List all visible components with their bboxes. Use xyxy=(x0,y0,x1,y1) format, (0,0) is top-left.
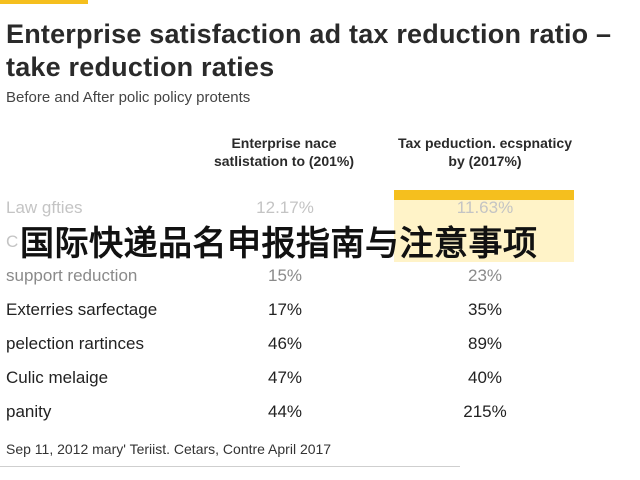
overlay-caption: 国际快递品名申报指南与注意事项 xyxy=(20,224,538,264)
row-label: panity xyxy=(6,402,52,421)
row-value-after: 11.63% xyxy=(456,198,514,217)
column-header-after: Tax peduction. ecspnaticy by (2017%) xyxy=(397,135,572,169)
row-value-before: 12.17% xyxy=(256,198,314,217)
row-value-after: 23% xyxy=(467,266,503,285)
column-accent-bar xyxy=(394,190,574,200)
row-value-before: 17% xyxy=(267,300,303,319)
table-row: Culic melaige 47% 40% xyxy=(0,361,640,395)
source-note: Sep 11, 2012 mary' Teriist. Cetars, Cont… xyxy=(6,441,332,457)
table-row: Exterries sarfectage 17% 35% xyxy=(0,293,640,327)
top-accent-bar xyxy=(0,0,88,4)
row-label: support reduction xyxy=(6,266,138,285)
row-value-after: 215% xyxy=(463,402,507,421)
row-value-before: 15% xyxy=(267,266,303,285)
row-value-after: 40% xyxy=(467,368,503,387)
table-row: panity 44% 215% xyxy=(0,395,640,429)
row-value-before: 47% xyxy=(267,368,303,387)
table-row: Law gfties 12.17% 11.63% xyxy=(0,191,640,225)
table-row: C xyxy=(0,225,640,259)
row-label: Law gfties xyxy=(6,198,83,217)
row-label: Exterries sarfectage xyxy=(6,300,158,319)
row-value-before: 46% xyxy=(267,334,303,353)
bottom-divider xyxy=(0,466,460,467)
column-highlight xyxy=(394,200,574,262)
row-label: C xyxy=(6,232,19,251)
row-label: Culic melaige xyxy=(6,368,109,387)
row-value-before: 44% xyxy=(267,402,303,421)
row-label: pelection rartinces xyxy=(6,334,144,353)
page-subtitle: Before and After polic policy protents xyxy=(6,89,251,106)
column-header-before: Enterprise nace satlistation to (201%) xyxy=(213,135,355,169)
table-row: support reduction 15% 23% xyxy=(0,259,640,293)
table-row: pelection rartinces 46% 89% xyxy=(0,327,640,361)
row-value-after: 89% xyxy=(467,334,503,353)
page-title: Enterprise satisfaction ad tax reduction… xyxy=(6,19,612,82)
row-value-after: 35% xyxy=(467,300,503,319)
